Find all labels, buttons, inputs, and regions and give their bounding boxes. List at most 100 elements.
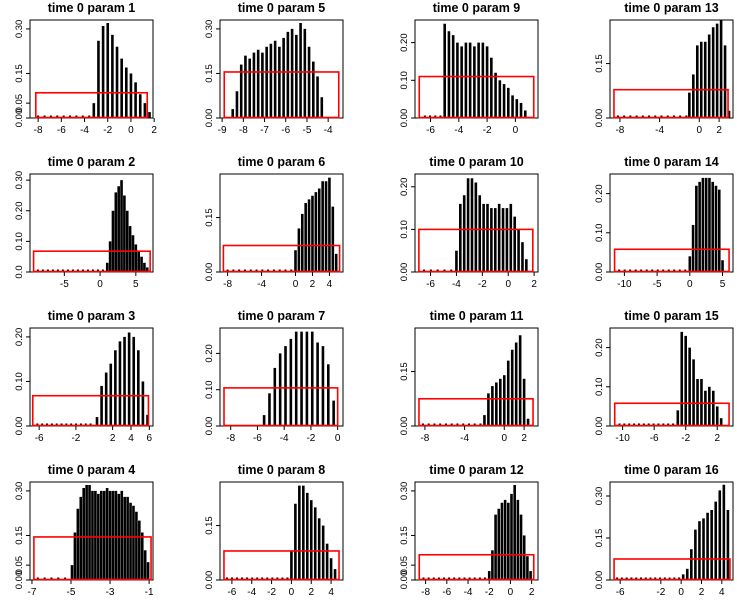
tail-dot (641, 115, 644, 118)
x-tick-label: -2 (71, 433, 80, 444)
y-tick-label: 0.00 (14, 109, 25, 128)
y-tick-label: 0.00 (399, 109, 410, 128)
tail-dot (43, 577, 46, 580)
y-tick-label: 0.0 (14, 265, 25, 278)
x-tick-label: -6 (227, 587, 236, 598)
histogram-panel: time 0 param 7 -8 -6 -4 -2 0 0.00 0.10 0.20 (204, 309, 344, 444)
tail-dot (79, 423, 82, 426)
tail-dot (642, 423, 645, 426)
panel-title: time 0 param 4 (48, 463, 136, 477)
x-tick-label: -8 (615, 125, 624, 136)
tail-dot (96, 269, 99, 272)
tail-dot (278, 269, 281, 272)
tail-dot (51, 269, 54, 272)
tail-dot (249, 269, 252, 272)
x-tick-label: -4 (454, 125, 463, 136)
x-tick-label: -4 (464, 587, 473, 598)
tail-dot (61, 269, 64, 272)
tail-dot (623, 423, 626, 426)
x-tick-label: 2 (110, 433, 116, 444)
x-tick-label: 0 (508, 587, 514, 598)
y-tick-label: 0.20 (14, 328, 25, 347)
y-tick-label: 0.15 (399, 526, 410, 545)
tail-dot (623, 269, 626, 272)
tail-dot (672, 423, 675, 426)
tail-dot (433, 423, 436, 426)
tail-dot (660, 115, 663, 118)
tail-dot (84, 423, 87, 426)
tail-dot (81, 269, 84, 272)
panel-title: time 0 param 6 (238, 155, 326, 169)
x-tick-label: 2 (151, 125, 157, 136)
x-tick-label: -7 (27, 587, 36, 598)
tail-dot (618, 269, 621, 272)
tail-dot (421, 423, 424, 426)
x-tick-label: -2 (267, 587, 276, 598)
y-tick-label: 0.20 (399, 33, 410, 52)
panel-title: time 0 param 2 (48, 155, 136, 169)
tail-dot (423, 115, 426, 118)
tail-dot (616, 115, 619, 118)
x-tick-label: -6 (35, 433, 44, 444)
tail-dot (444, 423, 447, 426)
tail-dot (86, 269, 89, 272)
y-tick-label: 0.15 (204, 516, 215, 535)
x-tick-label: -8 (421, 587, 430, 598)
x-tick-label: -4 (324, 125, 333, 136)
prior-density-box (613, 402, 730, 427)
x-tick-label: 2 (716, 125, 722, 136)
tail-dot (36, 577, 39, 580)
tail-dot (628, 423, 631, 426)
tail-dot (69, 115, 72, 118)
tail-dot (36, 269, 39, 272)
tail-dot (654, 115, 657, 118)
y-tick-label: 0.00 (204, 571, 215, 590)
y-tick-label: 0.30 (14, 482, 25, 501)
tail-dot (633, 423, 636, 426)
tail-dot (427, 423, 430, 426)
plot-frame (219, 19, 344, 119)
tail-dot (70, 423, 73, 426)
tail-dot (238, 269, 241, 272)
histogram-panel: time 0 param 13 -8 -4 0 2 0.00 0.15 (594, 1, 734, 136)
x-tick-label: -10 (615, 433, 630, 444)
tail-dot (60, 423, 63, 426)
tail-dot (618, 423, 621, 426)
histogram-panel: time 0 param 8 -6 -4 -2 0 2 4 0.00 0.15 (204, 463, 344, 598)
tail-dot (267, 269, 270, 272)
y-tick-label: 0.30 (204, 20, 215, 38)
tail-dot (473, 423, 476, 426)
tail-dot (437, 577, 440, 580)
tail-dot (442, 577, 445, 580)
tail-dot (46, 423, 49, 426)
x-tick-label: -5 (67, 587, 76, 598)
tail-dot (473, 577, 476, 580)
x-tick-label: -2 (485, 587, 494, 598)
x-tick-label: 2 (699, 587, 705, 598)
x-tick-label: -2 (483, 125, 492, 136)
plot-frame (219, 327, 344, 427)
x-tick-label: 2 (310, 279, 316, 290)
tail-dot (625, 577, 628, 580)
tail-dot (251, 577, 254, 580)
panel-title: time 0 param 13 (624, 1, 719, 15)
tail-dot (634, 269, 637, 272)
x-tick-label: -4 (280, 433, 289, 444)
tail-dot (439, 423, 442, 426)
tail-dot (640, 269, 643, 272)
tail-dot (463, 577, 466, 580)
tail-dot (64, 577, 67, 580)
y-tick-label: 0.20 (594, 338, 605, 357)
y-tick-label: 0.00 (204, 417, 215, 436)
panel-title: time 0 param 9 (433, 1, 521, 15)
x-tick-label: -2 (656, 587, 665, 598)
panel-title: time 0 param 3 (48, 309, 136, 323)
x-tick-label: -4 (80, 125, 89, 136)
tail-dot (236, 577, 239, 580)
y-tick-label: 0.20 (204, 344, 215, 363)
tail-dot (232, 269, 235, 272)
prior-density-box (35, 91, 148, 119)
x-tick-label: 0 (678, 587, 684, 598)
x-tick-label: 6 (147, 433, 153, 444)
x-tick-label: 0 (505, 279, 511, 290)
